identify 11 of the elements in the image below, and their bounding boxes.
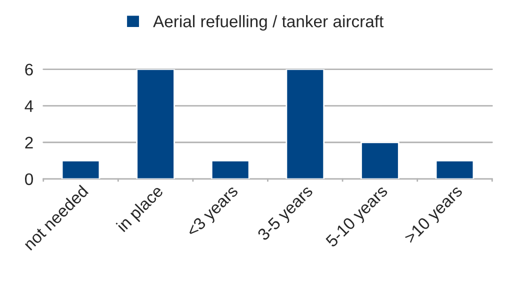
bar: [435, 160, 474, 179]
bar: [136, 69, 175, 179]
y-tick-label: 4: [24, 100, 34, 112]
bar: [286, 69, 325, 179]
bar: [210, 160, 250, 179]
y-tick-label: 6: [25, 64, 33, 76]
bar: [360, 142, 400, 179]
bar: [61, 160, 100, 179]
y-tick-label: 2: [25, 136, 33, 148]
y-tick-label: 0: [25, 173, 33, 186]
legend-label: Aerial refuelling / tanker aircraft: [153, 15, 384, 31]
